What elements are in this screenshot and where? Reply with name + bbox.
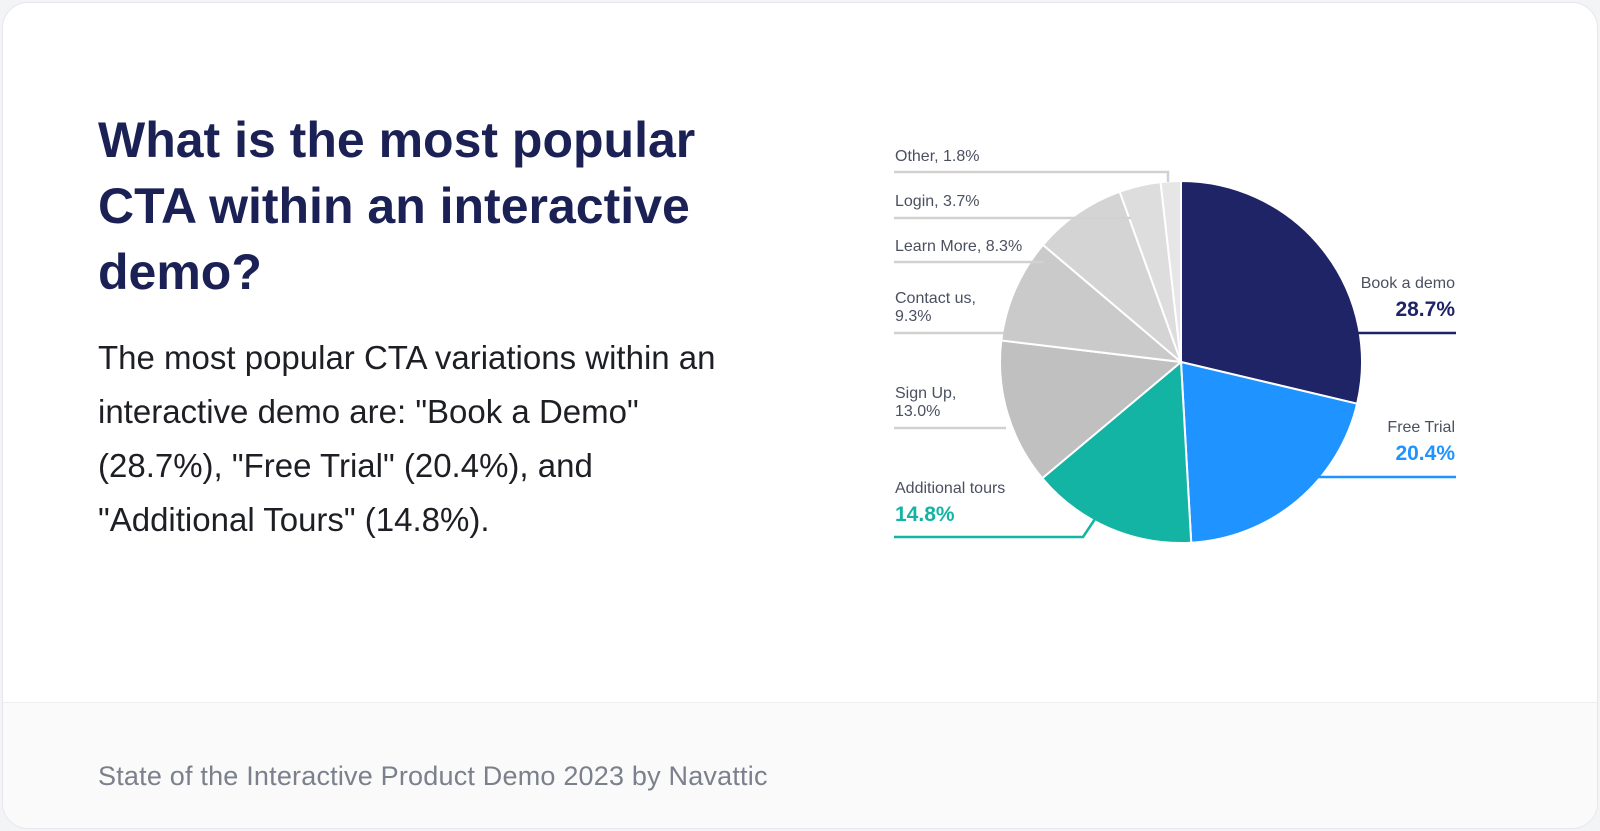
- pie-slices: [999, 180, 1363, 544]
- slice-label-learn-more: Learn More, 8.3%: [895, 238, 1022, 255]
- pie-slice-contact-us: [1000, 243, 1182, 363]
- source-caption: State of the Interactive Product Demo 20…: [98, 761, 768, 791]
- pie-slice-book-a-demo: [1180, 180, 1363, 405]
- slice-label-additional-tours: Additional tours: [895, 480, 1005, 497]
- pie-slice-additional-tours: [1041, 361, 1193, 544]
- pie-slice-other: [1159, 180, 1182, 363]
- leader-line-additional-tours: [894, 515, 1099, 539]
- slice-value-additional-tours: 14.8%: [895, 503, 955, 526]
- slice-value-book-a-demo: 28.7%: [1395, 298, 1455, 321]
- slice-value-free-trial: 20.4%: [1395, 442, 1455, 465]
- leader-line-other: [894, 170, 1170, 182]
- slice-label-login: Login, 3.7%: [895, 193, 980, 210]
- slice-value-contact-us: 9.3%: [895, 308, 931, 325]
- slice-label-book-a-demo: Book a demo: [1361, 275, 1455, 292]
- slice-label-free-trial: Free Trial: [1387, 419, 1455, 436]
- slice-value-sign-up: 13.0%: [895, 403, 940, 420]
- slice-label-sign-up: Sign Up,: [895, 385, 956, 402]
- slice-label-other: Other, 1.8%: [895, 148, 980, 165]
- pie-slice-learn-more: [1042, 190, 1182, 363]
- page-title: What is the most popular CTA within an i…: [98, 112, 696, 300]
- leader-lines: [894, 170, 1456, 539]
- footer: State of the Interactive Product Demo 20…: [3, 702, 1597, 828]
- chart-description: The most popular CTA variations within a…: [98, 339, 716, 538]
- pie-slice-free-trial: [1180, 361, 1359, 544]
- slice-labels: Book a demo 28.7% Free Trial 20.4% Addit…: [895, 148, 1455, 526]
- slice-label-contact-us: Contact us,: [895, 290, 976, 307]
- pie-slice-sign-up: [999, 339, 1182, 480]
